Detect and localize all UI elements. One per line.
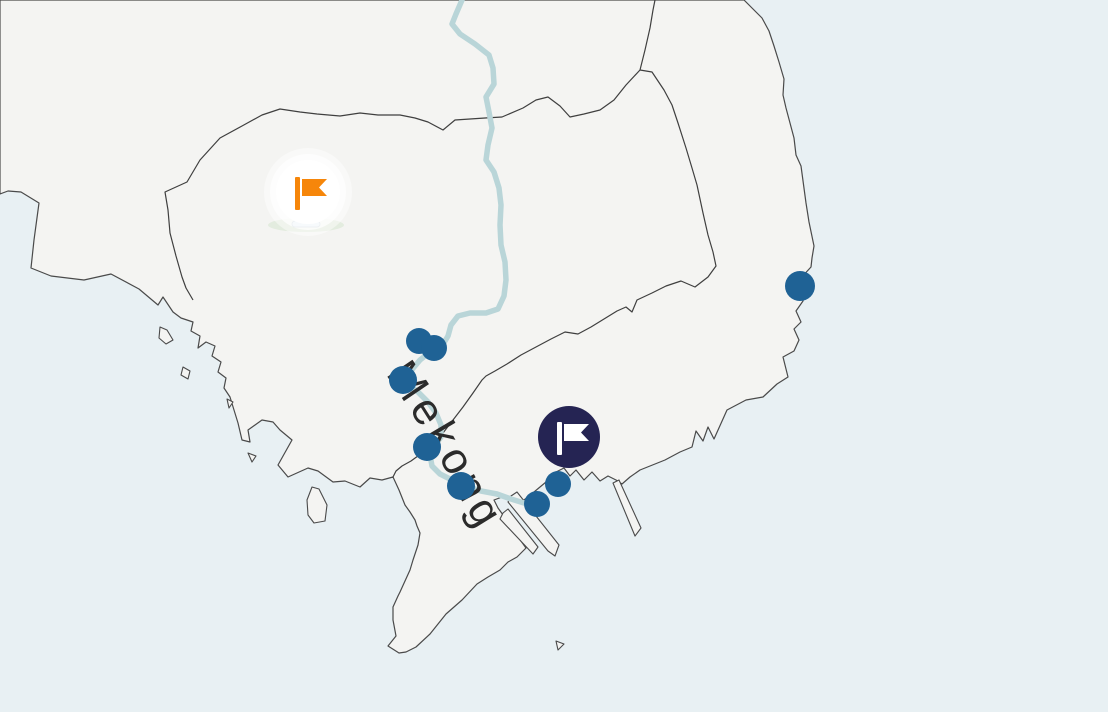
route-stop-dot[interactable] — [447, 472, 475, 500]
end-flag-icon — [557, 422, 589, 455]
island — [507, 491, 560, 557]
start-marker[interactable] — [264, 148, 352, 236]
mekong-river — [405, 0, 539, 508]
islands-layer — [158, 326, 642, 651]
stops-layer — [389, 271, 815, 517]
route-stop-dot[interactable] — [785, 271, 815, 301]
route-stop-dot[interactable] — [524, 491, 550, 517]
country-border — [639, 0, 656, 71]
borders-layer — [164, 0, 717, 478]
island — [158, 326, 174, 345]
route-stop-dot[interactable] — [421, 335, 447, 361]
island — [555, 640, 565, 651]
island — [226, 398, 234, 409]
island — [612, 479, 642, 537]
route-stop-dot[interactable] — [389, 366, 417, 394]
island — [247, 452, 257, 463]
island — [306, 486, 328, 524]
mainland-landmass — [0, 0, 815, 654]
country-border — [164, 69, 641, 301]
island — [180, 366, 191, 380]
route-stop-dot[interactable] — [413, 433, 441, 461]
route-stop-dot[interactable] — [545, 471, 571, 497]
end-marker[interactable] — [538, 406, 600, 468]
country-border — [392, 69, 717, 478]
start-flag-icon — [295, 177, 327, 210]
island — [499, 508, 539, 555]
